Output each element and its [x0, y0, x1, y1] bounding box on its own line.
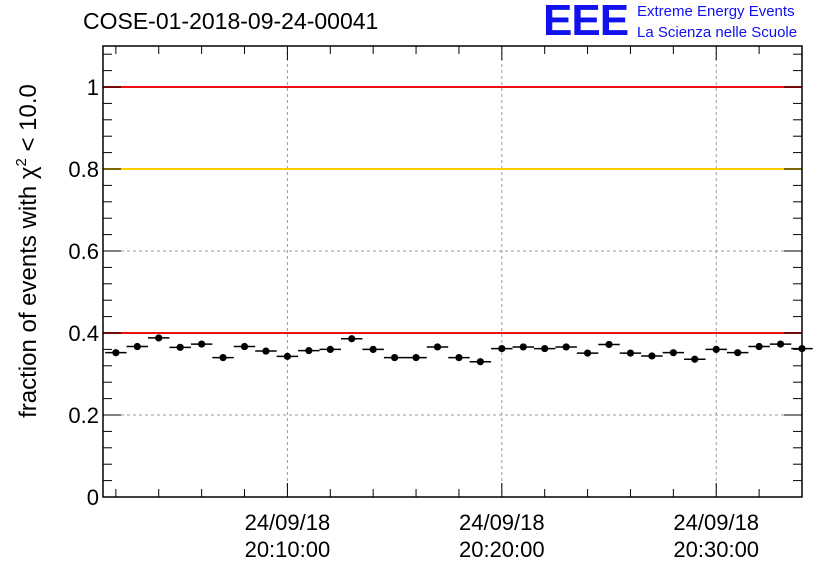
y-tick-label: 0.2 — [68, 403, 99, 428]
logo-line-1: Extreme Energy Events — [637, 3, 795, 20]
data-point — [219, 354, 227, 362]
plot-frame — [102, 45, 803, 498]
data-point — [691, 355, 699, 363]
data-point — [519, 343, 527, 351]
data-point — [391, 354, 399, 362]
x-tick-label-time: 20:20:00 — [459, 537, 545, 562]
data-point — [198, 340, 206, 348]
data-point — [433, 343, 442, 351]
data-point — [240, 342, 249, 351]
x-tick-label-date: 24/09/18 — [245, 510, 331, 535]
data-point — [669, 349, 677, 357]
data-point — [112, 349, 120, 357]
data-point — [348, 335, 356, 343]
y-tick-label: 0.8 — [68, 157, 99, 182]
y-tick-label: 0.6 — [68, 239, 99, 264]
data-point — [648, 352, 656, 360]
x-tick-label-time: 20:30:00 — [673, 537, 759, 562]
data-point — [605, 340, 613, 349]
data-point — [498, 344, 506, 353]
data-point — [283, 352, 291, 360]
tick-labels: 00.20.40.60.8124/09/1820:10:0024/09/1820… — [68, 75, 759, 562]
axes — [102, 45, 803, 498]
data-point — [133, 342, 141, 351]
x-tick-label-date: 24/09/18 — [673, 510, 759, 535]
data-point — [626, 349, 635, 357]
data-point — [583, 349, 592, 357]
chart-title: COSE-01-2018-09-24-00041 — [83, 8, 379, 34]
data-point — [776, 340, 785, 348]
data-point — [541, 344, 549, 353]
data-point — [412, 354, 420, 362]
x-tick-label-date: 24/09/18 — [459, 510, 545, 535]
data-points — [105, 334, 813, 366]
y-tick-label: 1 — [87, 75, 99, 100]
data-point — [712, 345, 720, 353]
y-tick-label: 0 — [87, 485, 99, 510]
reference-lines — [103, 86, 802, 334]
y-axis-label: fraction of events with χ2 < 10.0 — [13, 84, 42, 418]
y-tick-label: 0.4 — [68, 321, 99, 346]
data-point — [734, 349, 742, 357]
data-point — [305, 347, 313, 355]
data-point — [476, 358, 484, 366]
data-point — [562, 343, 570, 351]
data-point — [455, 354, 463, 362]
data-point — [755, 342, 763, 351]
grid — [103, 46, 802, 497]
data-point — [176, 343, 184, 351]
eee-logo-mark: EEE — [543, 0, 629, 45]
logo-line-2: La Scienza nelle Scuole — [637, 24, 798, 41]
data-point — [369, 345, 377, 353]
data-point — [155, 334, 163, 342]
x-tick-label-time: 20:10:00 — [245, 537, 331, 562]
data-point — [326, 345, 334, 353]
data-point — [262, 347, 270, 355]
